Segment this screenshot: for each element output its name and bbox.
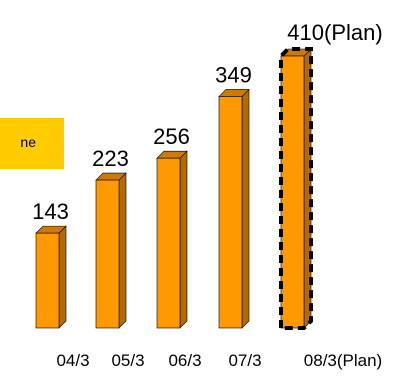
legend-box: ne: [0, 118, 64, 169]
value-label: 349: [215, 62, 252, 87]
bar-front-face: [35, 232, 60, 329]
plan-dashed-outline: [279, 47, 313, 330]
bar-side-face: [118, 172, 127, 329]
value-label: 256: [153, 124, 190, 149]
category-label: 04/3: [56, 351, 89, 370]
bar-side-face: [179, 150, 188, 329]
bar-front-face: [156, 157, 181, 329]
bar-front-face: [280, 55, 305, 329]
bar-08/3(Plan): [279, 47, 313, 330]
bar-07/3: [218, 88, 250, 329]
category-label: 08/3(Plan): [304, 351, 382, 370]
legend-label: ne: [20, 134, 36, 150]
value-label: 143: [32, 199, 69, 224]
value-label: 410(Plan): [287, 20, 382, 45]
bar-front-face: [95, 179, 120, 329]
bar-front-face: [218, 96, 243, 329]
category-label: 06/3: [168, 351, 201, 370]
bar-04/3: [35, 225, 67, 329]
category-label: 07/3: [228, 351, 261, 370]
bar-side-face: [241, 88, 250, 329]
value-label: 223: [92, 146, 129, 171]
bar-06/3: [156, 150, 188, 329]
bar-05/3: [95, 172, 127, 329]
category-label: 05/3: [111, 351, 144, 370]
bar-side-face: [58, 225, 67, 329]
